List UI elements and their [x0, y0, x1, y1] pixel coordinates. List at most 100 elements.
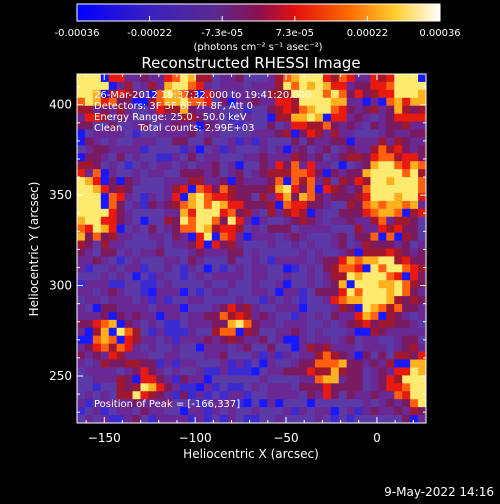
heatmap-cell: [84, 129, 94, 139]
heatmap-cell: [418, 288, 426, 297]
heatmap-cell: [211, 335, 221, 345]
heatmap-cell: [283, 185, 292, 194]
heatmap-cell: [243, 240, 253, 250]
heatmap-cell: [172, 153, 181, 162]
heatmap-cell: [410, 121, 419, 131]
heatmap-cell: [156, 264, 165, 273]
heatmap-cell: [124, 192, 134, 202]
heatmap-cell: [77, 248, 86, 258]
heatmap-cell: [227, 383, 237, 392]
heatmap-cell: [314, 375, 324, 384]
heatmap-cell: [84, 288, 94, 297]
heatmap-cell: [84, 319, 94, 329]
heatmap-cell: [370, 113, 380, 123]
heatmap-cell: [156, 240, 165, 250]
heatmap-cell: [299, 335, 308, 345]
heatmap-cell: [307, 121, 316, 131]
heatmap-cell: [219, 256, 229, 265]
heatmap-cell: [402, 216, 411, 226]
heatmap-cell: [188, 121, 197, 131]
heatmap-cell: [195, 383, 205, 392]
heatmap-cell: [291, 288, 300, 297]
heatmap-cell: [132, 129, 142, 139]
heatmap-cell: [92, 200, 102, 210]
heatmap-cell: [394, 74, 403, 83]
heatmap-cell: [307, 240, 316, 250]
heatmap-cell: [227, 89, 237, 99]
heatmap-cell: [362, 272, 372, 281]
heatmap-cell: [100, 256, 110, 265]
heatmap-cell: [386, 311, 395, 321]
heatmap-cell: [410, 74, 419, 83]
heatmap-cell: [124, 169, 134, 178]
heatmap-cell: [219, 311, 229, 321]
heatmap-cell: [116, 200, 126, 210]
heatmap-cell: [338, 81, 348, 91]
heatmap-cell: [330, 89, 340, 99]
heatmap-cell: [386, 74, 395, 83]
heatmap-cell: [172, 399, 181, 408]
heatmap-cell: [330, 319, 340, 329]
heatmap-cell: [346, 343, 356, 353]
heatmap-cell: [243, 185, 253, 194]
heatmap-cell: [378, 280, 387, 289]
heatmap-cell: [402, 240, 411, 250]
heatmap-cell: [164, 415, 173, 423]
heatmap-cell: [156, 351, 165, 361]
heatmap-cell: [124, 288, 134, 297]
heatmap-cell: [354, 129, 364, 139]
heatmap-cell: [195, 311, 205, 321]
heatmap-cell: [148, 232, 157, 242]
heatmap-cell: [394, 343, 403, 353]
heatmap-cell: [267, 272, 276, 281]
heatmap-cell: [267, 89, 276, 99]
heatmap-cell: [307, 296, 316, 305]
heatmap-cell: [338, 296, 348, 305]
heatmap-cell: [132, 224, 142, 234]
heatmap-cell: [148, 383, 157, 392]
heatmap-cell: [219, 200, 229, 210]
heatmap-cell: [77, 367, 86, 377]
heatmap-cell: [92, 89, 102, 99]
heatmap-cell: [227, 200, 237, 210]
heatmap-cell: [100, 391, 110, 400]
heatmap-cell: [156, 415, 165, 423]
heatmap-cell: [203, 256, 213, 265]
heatmap-cell: [156, 375, 165, 384]
heatmap-cell: [299, 264, 308, 273]
colorbar-tick-label: -0.00036: [55, 28, 100, 39]
heatmap-cell: [148, 304, 157, 313]
heatmap-cell: [299, 129, 308, 139]
heatmap-cell: [259, 280, 268, 289]
heatmap-cell: [322, 383, 332, 392]
heatmap-cell: [291, 415, 300, 423]
heatmap-cell: [219, 415, 229, 423]
heatmap-cell: [402, 280, 411, 289]
heatmap-cell: [243, 192, 253, 202]
heatmap-cell: [172, 391, 181, 400]
heatmap-cell: [100, 359, 110, 369]
heatmap-cell: [219, 216, 229, 226]
heatmap-cell: [172, 272, 181, 281]
heatmap-cell: [354, 248, 364, 258]
heatmap-cell: [84, 407, 94, 416]
heatmap-cell: [203, 81, 213, 91]
heatmap-cell: [378, 208, 387, 218]
heatmap-cell: [346, 185, 356, 194]
heatmap-cell: [394, 185, 403, 194]
heatmap-cell: [211, 248, 221, 258]
heatmap-cell: [346, 280, 356, 289]
heatmap-cell: [243, 248, 253, 258]
heatmap-cell: [299, 327, 308, 337]
heatmap-cell: [283, 399, 292, 408]
heatmap-cell: [164, 327, 173, 337]
heatmap-cell: [259, 399, 268, 408]
heatmap-cell: [195, 407, 205, 416]
heatmap-cell: [299, 208, 308, 218]
heatmap-cell: [148, 169, 157, 178]
heatmap-cell: [227, 113, 237, 123]
heatmap-cell: [219, 185, 229, 194]
heatmap-cell: [156, 129, 165, 139]
heatmap-cell: [394, 169, 403, 178]
heatmap-cell: [219, 407, 229, 416]
